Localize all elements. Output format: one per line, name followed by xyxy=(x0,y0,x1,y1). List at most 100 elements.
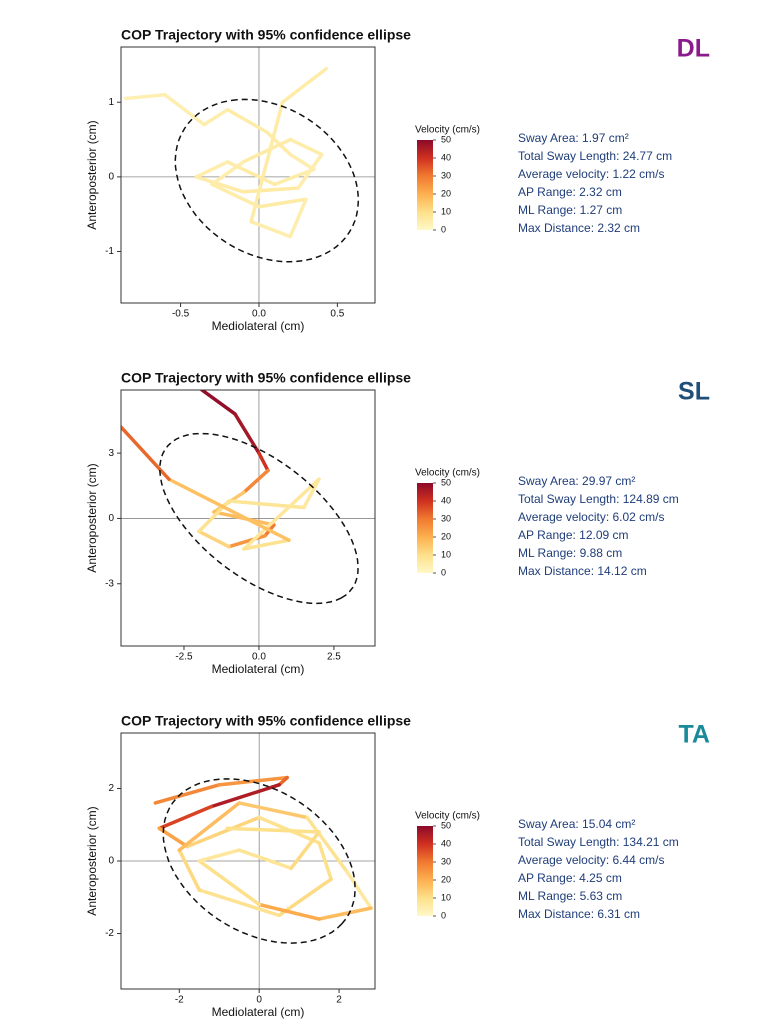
stat-text: AP Range: 2.32 cm xyxy=(518,185,622,199)
trajectory-segment xyxy=(237,848,293,871)
trajectory-segment xyxy=(257,902,321,921)
x-axis-label: Mediolateral (cm) xyxy=(212,662,305,676)
panel: COP Trajectory with 95% confidence ellip… xyxy=(85,713,710,1019)
colorbar-tick-label: 20 xyxy=(441,874,451,884)
trajectory-segment xyxy=(197,848,241,863)
colorbar-tick-label: 50 xyxy=(441,477,451,487)
colorbar-tick-label: 40 xyxy=(441,838,451,848)
x-tick-label: 0 xyxy=(256,995,262,1006)
trajectory-segment xyxy=(217,775,289,787)
x-tick-label: 0.5 xyxy=(330,309,344,320)
stat-text: Total Sway Length: 124.89 cm xyxy=(518,492,679,506)
trajectory-segment xyxy=(121,425,171,482)
panel: COP Trajectory with 95% confidence ellip… xyxy=(85,370,710,676)
stat-text: Max Distance: 2.32 cm xyxy=(518,221,640,235)
colorbar-tick-label: 10 xyxy=(441,549,451,559)
colorbar-tick-label: 30 xyxy=(441,170,451,180)
stat-text: ML Range: 5.63 cm xyxy=(518,889,622,903)
panel-title: COP Trajectory with 95% confidence ellip… xyxy=(121,370,411,386)
trajectory-segment xyxy=(225,107,269,134)
trajectory-segment xyxy=(317,906,373,921)
trajectory-segment xyxy=(210,160,246,187)
colorbar xyxy=(417,483,433,573)
trajectory-segment xyxy=(345,870,373,910)
colorbar-tick-label: 10 xyxy=(441,206,451,216)
trajectory-segment xyxy=(194,175,246,194)
stat-text: Average velocity: 1.22 cm/s xyxy=(518,167,665,181)
trajectory-segment xyxy=(163,93,206,127)
y-tick-label: 0 xyxy=(108,513,114,524)
trajectory-segment xyxy=(241,137,293,164)
stat-text: Max Distance: 14.12 cm xyxy=(518,564,647,578)
stat-text: Total Sway Length: 24.77 cm xyxy=(518,149,672,163)
trajectory-segment xyxy=(197,529,231,549)
trajectory-segment xyxy=(288,137,324,157)
trajectory-segment xyxy=(277,877,333,918)
confidence-ellipse xyxy=(159,432,359,605)
colorbar-tick-label: 20 xyxy=(441,531,451,541)
trajectory-segment xyxy=(242,477,321,551)
trajectory-segment xyxy=(185,815,261,849)
stat-text: Sway Area: 1.97 cm² xyxy=(518,131,629,145)
colorbar-title: Velocity (cm/s) xyxy=(415,811,480,822)
trajectory-segment xyxy=(288,152,316,172)
x-tick-label: -2 xyxy=(175,995,184,1006)
trajectory-segment xyxy=(177,848,202,892)
colorbar-tick-label: 30 xyxy=(441,856,451,866)
trajectory-segment xyxy=(296,152,324,190)
x-tick-label: -0.5 xyxy=(172,309,190,320)
trajectory-segment xyxy=(202,107,230,127)
colorbar-tick-label: 0 xyxy=(441,224,446,234)
stat-text: ML Range: 1.27 cm xyxy=(518,203,622,217)
colorbar-tick-label: 40 xyxy=(441,152,451,162)
trajectory-segment xyxy=(305,815,349,874)
stat-text: Sway Area: 15.04 cm² xyxy=(518,817,635,831)
trajectory xyxy=(121,390,321,551)
confidence-ellipse xyxy=(162,778,356,944)
trajectory-segment xyxy=(241,186,300,194)
trajectory-segment xyxy=(197,859,261,907)
colorbar-title: Velocity (cm/s) xyxy=(415,468,480,479)
x-tick-label: 0.0 xyxy=(252,652,266,663)
stat-text: Total Sway Length: 134.21 cm xyxy=(518,835,679,849)
confidence-ellipse xyxy=(174,98,360,263)
stat-text: ML Range: 9.88 cm xyxy=(518,546,622,560)
trajectory-segment xyxy=(302,477,321,510)
trajectory-segment xyxy=(249,219,293,239)
trajectory-segment xyxy=(177,801,241,852)
trajectory-segment xyxy=(257,197,308,209)
trajectory-segment xyxy=(257,451,270,473)
trajectory-segment xyxy=(237,801,309,820)
panel-title: COP Trajectory with 95% confidence ellip… xyxy=(121,713,411,729)
stat-text: Average velocity: 6.02 cm/s xyxy=(518,510,665,524)
trajectory-segment xyxy=(249,100,285,224)
panel-label: DL xyxy=(677,35,710,63)
x-axis-label: Mediolateral (cm) xyxy=(212,1005,305,1019)
trajectory-segment xyxy=(167,477,291,542)
y-axis-label: Anteroposterior (cm) xyxy=(85,806,99,915)
y-tick-label: -1 xyxy=(105,246,114,257)
trajectory-segment xyxy=(242,538,291,551)
colorbar-title: Velocity (cm/s) xyxy=(415,125,480,136)
trajectory-segment xyxy=(153,783,221,805)
y-axis-label: Anteroposterior (cm) xyxy=(85,463,99,572)
x-tick-label: 2 xyxy=(336,995,342,1006)
trajectory-segment xyxy=(209,783,281,809)
stat-text: AP Range: 12.09 cm xyxy=(518,528,629,542)
colorbar-tick-label: 30 xyxy=(441,513,451,523)
y-tick-label: -2 xyxy=(105,928,114,939)
y-tick-label: -3 xyxy=(105,578,114,589)
panel-label: TA xyxy=(679,721,710,749)
panel: COP Trajectory with 95% confidence ellip… xyxy=(85,27,710,333)
colorbar-tick-label: 50 xyxy=(441,134,451,144)
y-tick-label: 3 xyxy=(108,448,114,459)
y-axis-label: Anteroposterior (cm) xyxy=(85,120,99,229)
trajectory-segment xyxy=(272,167,316,187)
stat-text: AP Range: 4.25 cm xyxy=(518,871,622,885)
trajectory-segment xyxy=(288,197,308,239)
x-tick-label: 0.0 xyxy=(252,309,266,320)
x-tick-label: 2.5 xyxy=(327,652,341,663)
colorbar-tick-label: 10 xyxy=(441,892,451,902)
colorbar xyxy=(417,826,433,916)
